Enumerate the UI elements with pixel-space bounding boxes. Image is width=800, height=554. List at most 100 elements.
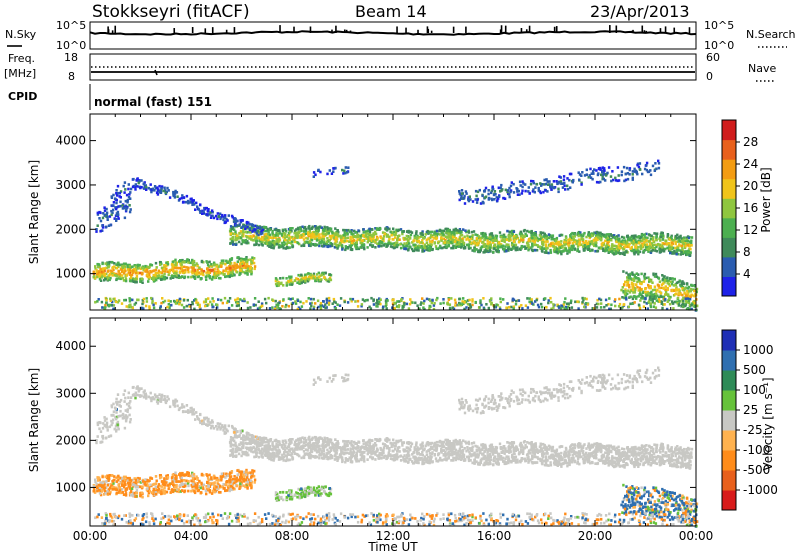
power-cell [637,273,640,276]
power-cell [425,297,429,301]
power-cell [383,232,386,236]
power-cell [674,246,677,250]
power-cell [337,244,340,248]
power-cell [175,270,178,273]
power-cell [652,236,655,239]
power-cell [426,243,430,247]
power-cell [247,241,250,245]
power-cell [267,230,270,234]
power-cell [675,281,679,285]
power-cell [570,306,574,309]
power-cell [343,235,346,238]
power-cell [227,306,231,310]
power-cell [402,243,405,247]
power-cell [459,239,463,242]
power-cell [230,274,233,278]
power-cell [617,305,621,308]
power-cell [651,300,654,304]
power-cell [439,302,442,305]
power-cell [151,269,155,273]
power-cell [307,278,311,281]
power-cell [627,245,630,249]
power-cell [588,236,591,240]
power-cell [317,271,320,275]
power-cell [186,268,190,272]
power-cell [610,179,613,183]
power-cell [224,275,227,279]
power-cell [116,213,119,216]
power-cell [570,244,574,248]
power-cell [566,252,569,255]
power-cell [201,212,204,215]
power-cell [657,159,660,163]
power-cell [544,243,548,246]
power-cell [624,242,628,245]
power-cell [582,233,585,236]
power-cell [578,242,581,246]
power-cell [209,211,212,214]
power-cell [489,243,492,246]
power-cell [243,297,246,301]
power-cell [666,293,670,296]
power-cell [129,208,132,211]
power-cell [187,266,190,270]
power-cell [647,240,651,243]
power-cell [409,233,413,237]
power-cell [100,276,104,279]
noise-right-label: N.Search [746,28,796,41]
power-cell [181,194,184,197]
power-cell [654,296,658,299]
power-cell [636,163,639,167]
power-cell [250,235,253,239]
power-cell [503,240,506,243]
power-cell [527,190,530,193]
power-cell [604,239,607,243]
power-cell [408,242,411,245]
power-cell [655,238,658,242]
power-cell [680,305,683,308]
power-cell [419,232,422,235]
power-cell [257,233,260,237]
power-cell [484,195,488,199]
power-cell [157,269,161,273]
power-cell [490,191,493,195]
power-cell [115,300,118,304]
power-cell [105,272,108,276]
power-cell [633,167,636,171]
power-cell [640,282,643,286]
power-cell [216,265,220,268]
power-cell [240,242,243,246]
power-cell [225,266,229,270]
power-cell [332,297,336,301]
power-cell [103,209,107,212]
power-cell [592,172,595,175]
power-cell [205,278,208,281]
power-cell [569,186,572,189]
power-cell [422,302,425,305]
power-cell [202,273,205,277]
power-cell [432,304,436,307]
power-cell [477,242,480,245]
power-cell [325,240,328,244]
power-cell [121,207,125,210]
power-cell [254,243,258,246]
power-cell [657,166,661,170]
power-cell [92,271,95,275]
power-cell [463,194,466,198]
power-cell [135,179,138,182]
power-cell [251,256,254,259]
power-cell [690,236,694,239]
power-cell [646,236,649,240]
power-cell [531,249,534,253]
power-cell [648,245,652,248]
power-cell [578,240,582,244]
power-cell [454,304,457,307]
power-cell [211,214,214,218]
power-cell [160,278,163,281]
power-cell [483,232,486,236]
power-cell [680,244,684,248]
power-cell [509,184,513,188]
power-cell [660,231,663,234]
power-cell [320,244,324,248]
power-cell [578,173,582,176]
